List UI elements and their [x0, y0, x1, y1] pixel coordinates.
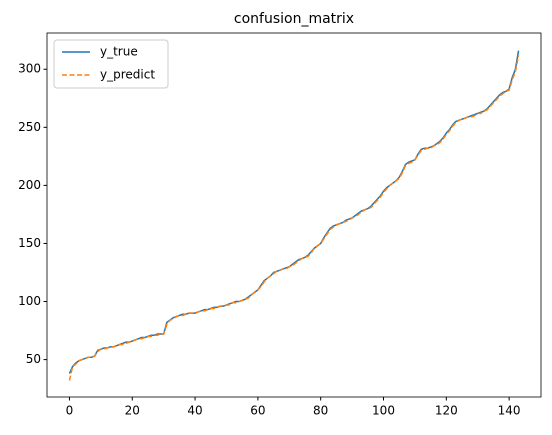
legend-label: y_true: [100, 45, 138, 59]
x-tick-label: 120: [435, 404, 458, 418]
y-tick-label: 50: [26, 352, 41, 366]
x-tick-label: 20: [125, 404, 140, 418]
chart-title: confusion_matrix: [234, 11, 354, 27]
line-series: [68, 55, 520, 381]
y-tick-label: 100: [18, 294, 41, 308]
y-tick-label: 250: [18, 120, 41, 134]
line-series: [68, 50, 520, 374]
x-tick-label: 80: [313, 404, 328, 418]
axes-frame: [46, 32, 542, 398]
x-tick-label: 140: [498, 404, 521, 418]
x-tick-label: 40: [187, 404, 202, 418]
y-tick-label: 300: [18, 62, 41, 76]
x-tick-label: 0: [66, 404, 74, 418]
legend-label: y_predict: [100, 68, 155, 82]
x-tick-label: 100: [372, 404, 395, 418]
x-tick-label: 60: [250, 404, 265, 418]
y-tick-label: 200: [18, 178, 41, 192]
y-tick-label: 150: [18, 236, 41, 250]
